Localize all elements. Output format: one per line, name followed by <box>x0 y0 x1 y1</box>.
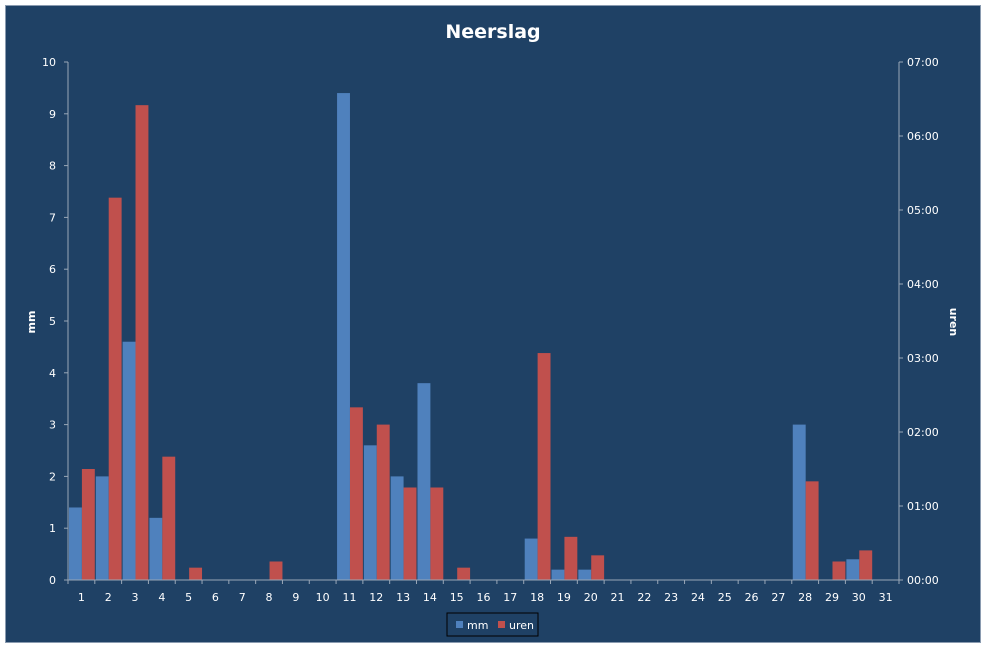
y-axis-label-left: mm <box>25 311 38 334</box>
x-tick-label: 16 <box>477 591 491 604</box>
x-tick-label: 18 <box>530 591 544 604</box>
y-tick-label-left: 5 <box>49 315 56 328</box>
bar-uren-5 <box>189 567 203 580</box>
x-tick-label: 21 <box>611 591 625 604</box>
y-tick-label-right: 01:00 <box>907 500 939 513</box>
x-tick-label: 23 <box>664 591 678 604</box>
bar-uren-2 <box>108 197 122 580</box>
y-tick-label-left: 7 <box>49 211 56 224</box>
bar-mm-2 <box>95 476 109 580</box>
x-tick-label: 29 <box>825 591 839 604</box>
bar-mm-12 <box>363 445 377 580</box>
x-tick-label: 19 <box>557 591 571 604</box>
y-tick-label-right: 00:00 <box>907 574 939 587</box>
x-tick-label: 6 <box>212 591 219 604</box>
x-tick-label: 17 <box>503 591 517 604</box>
x-tick-label: 9 <box>292 591 299 604</box>
legend-swatch-mm <box>456 621 463 628</box>
x-tick-label: 1 <box>78 591 85 604</box>
x-tick-label: 31 <box>879 591 893 604</box>
y-tick-label-right: 04:00 <box>907 278 939 291</box>
chart-title: Neerslag <box>445 21 540 43</box>
bar-uren-14 <box>430 487 444 580</box>
y-tick-label-left: 8 <box>49 160 56 173</box>
y-tick-label-left: 0 <box>49 574 56 587</box>
bar-uren-18 <box>537 353 551 580</box>
bar-mm-19 <box>551 569 565 580</box>
bar-mm-30 <box>846 559 860 580</box>
x-tick-label: 3 <box>132 591 139 604</box>
x-tick-label: 30 <box>852 591 866 604</box>
y-tick-label-right: 06:00 <box>907 130 939 143</box>
chart-frame: Neerslag mm uren 0 1 2 3 4 5 6 7 8 9 10 00:00 01:00 0… <box>5 5 981 643</box>
bar-mm-13 <box>390 476 404 580</box>
y-tick-label-right: 05:00 <box>907 204 939 217</box>
y-tick-label-left: 3 <box>49 419 56 432</box>
legend-label-uren: uren <box>509 619 534 632</box>
y-tick-label-left: 6 <box>49 263 56 276</box>
bar-uren-4 <box>162 456 176 580</box>
legend-label-mm: mm <box>467 619 488 632</box>
x-tick-label: 26 <box>745 591 759 604</box>
x-tick-label: 20 <box>584 591 598 604</box>
bar-mm-3 <box>122 341 136 580</box>
x-tick-label: 24 <box>691 591 705 604</box>
bar-mm-18 <box>524 538 538 580</box>
bar-uren-3 <box>135 105 149 581</box>
x-tick-label: 10 <box>316 591 330 604</box>
y-tick-label-right: 02:00 <box>907 426 939 439</box>
x-tick-label: 7 <box>239 591 246 604</box>
x-tick-label: 25 <box>718 591 732 604</box>
legend: mm uren <box>446 612 539 637</box>
x-tick-label: 8 <box>266 591 273 604</box>
bar-uren-30 <box>859 550 873 580</box>
legend-swatch-uren <box>498 621 505 628</box>
legend-box <box>446 612 539 637</box>
chart-svg: Neerslag mm uren 01234567891000:0001:000… <box>25 21 960 637</box>
bar-mm-20 <box>578 569 592 580</box>
x-tick-label: 13 <box>396 591 410 604</box>
x-tick-label: 15 <box>450 591 464 604</box>
x-tick-label: 27 <box>771 591 785 604</box>
bar-uren-13 <box>403 487 417 580</box>
bar-uren-19 <box>564 536 578 580</box>
bar-uren-28 <box>805 481 819 580</box>
y-tick-label-right: 07:00 <box>907 56 939 69</box>
bar-uren-11 <box>349 407 363 580</box>
x-tick-label: 4 <box>158 591 165 604</box>
y-tick-label-left: 10 <box>42 56 56 69</box>
bar-mm-28 <box>792 424 806 580</box>
y-tick-label-left: 2 <box>49 470 56 483</box>
y-tick-label-right: 03:00 <box>907 352 939 365</box>
y-tick-label-left: 9 <box>49 108 56 121</box>
y-tick-label-left: 1 <box>49 522 56 535</box>
bar-mm-4 <box>149 517 163 580</box>
bar-uren-12 <box>376 424 390 580</box>
x-tick-label: 11 <box>342 591 356 604</box>
axes-layer: 01234567891000:0001:0002:0003:0004:0005:… <box>42 56 939 604</box>
bar-uren-15 <box>457 567 471 580</box>
y-axis-label-right: uren <box>947 308 960 337</box>
x-tick-label: 12 <box>369 591 383 604</box>
bar-mm-14 <box>417 383 431 580</box>
x-tick-label: 28 <box>798 591 812 604</box>
bar-mm-11 <box>337 93 350 580</box>
bar-mm-1 <box>69 507 82 580</box>
bar-uren-1 <box>81 469 95 580</box>
x-tick-label: 2 <box>105 591 112 604</box>
bar-uren-8 <box>269 561 283 580</box>
x-tick-label: 14 <box>423 591 437 604</box>
x-tick-label: 5 <box>185 591 192 604</box>
bar-uren-29 <box>832 561 846 580</box>
y-tick-label-left: 4 <box>49 367 56 380</box>
x-tick-label: 22 <box>637 591 651 604</box>
bar-uren-20 <box>591 555 605 580</box>
bars-layer <box>69 93 873 581</box>
